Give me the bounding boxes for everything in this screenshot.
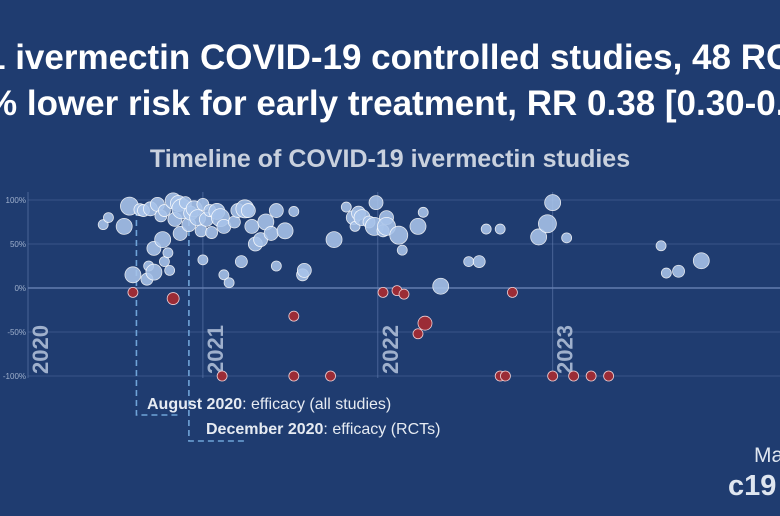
positive-study-point bbox=[218, 269, 230, 281]
positive-study-point bbox=[197, 254, 209, 266]
positive-study-point bbox=[154, 231, 172, 249]
positive-study-point bbox=[158, 204, 171, 217]
positive-study-point bbox=[417, 206, 429, 218]
negative-study-point bbox=[547, 370, 559, 382]
positive-study-point bbox=[240, 203, 256, 218]
negative-study-point bbox=[603, 370, 615, 382]
positive-study-point bbox=[480, 223, 492, 235]
year-label-2021: 2021 bbox=[203, 325, 228, 374]
negative-study-point bbox=[377, 286, 389, 298]
positive-study-point bbox=[409, 217, 427, 235]
brand-small-text: Ma bbox=[754, 444, 780, 467]
headline-line-1: 1 ivermectin COVID-19 controlled studies… bbox=[0, 38, 780, 77]
y-tick-label: 0% bbox=[14, 284, 26, 293]
chart-title: Timeline of COVID-19 ivermectin studies bbox=[149, 145, 631, 173]
brand-logo-text: c19 bbox=[728, 470, 777, 502]
year-label-2023: 2023 bbox=[553, 325, 578, 374]
positive-study-point bbox=[655, 240, 667, 252]
positive-study-point bbox=[263, 226, 279, 241]
positive-study-point bbox=[561, 232, 573, 244]
positive-study-point bbox=[288, 206, 300, 217]
positive-series bbox=[97, 192, 710, 295]
positive-study-point bbox=[124, 266, 142, 284]
negative-series bbox=[127, 285, 615, 382]
positive-study-point bbox=[325, 231, 343, 249]
negative-study-point bbox=[166, 292, 180, 305]
positive-study-point bbox=[296, 262, 312, 278]
negative-study-point bbox=[288, 310, 300, 322]
y-tick-label: -50% bbox=[7, 328, 26, 337]
negative-study-point bbox=[585, 370, 597, 382]
positive-study-point bbox=[103, 212, 114, 224]
negative-study-point bbox=[216, 370, 228, 382]
august-2020-annotation: August 2020: efficacy (all studies) bbox=[147, 396, 391, 414]
positive-study-point bbox=[660, 267, 672, 279]
year-label-2022: 2022 bbox=[378, 325, 403, 374]
positive-study-point bbox=[268, 203, 284, 218]
positive-study-point bbox=[162, 247, 174, 259]
positive-study-point bbox=[270, 260, 282, 272]
positive-study-point bbox=[145, 263, 163, 281]
positive-study-point bbox=[494, 223, 506, 235]
grid-lines bbox=[27, 192, 780, 378]
positive-study-point bbox=[340, 201, 352, 213]
y-tick-label: 100% bbox=[6, 196, 26, 205]
positive-study-point bbox=[396, 244, 408, 256]
negative-study-point bbox=[412, 328, 424, 340]
positive-study-point bbox=[530, 228, 548, 246]
positive-study-point bbox=[234, 255, 248, 269]
august-2020-text: : efficacy (all studies) bbox=[242, 396, 392, 413]
positive-study-point bbox=[672, 264, 685, 278]
positive-study-point bbox=[276, 222, 294, 240]
positive-study-point bbox=[368, 195, 384, 211]
y-tick-label: 50% bbox=[10, 240, 26, 249]
positive-study-point bbox=[544, 194, 562, 212]
negative-study-point bbox=[417, 315, 433, 331]
negative-study-point bbox=[325, 370, 336, 382]
positive-study-point bbox=[538, 214, 557, 234]
positive-study-point bbox=[472, 255, 486, 269]
positive-study-point bbox=[172, 226, 188, 241]
positive-study-point bbox=[389, 225, 409, 245]
positive-study-point bbox=[692, 252, 710, 270]
negative-study-point bbox=[398, 288, 410, 300]
negative-study-point bbox=[568, 370, 580, 382]
december-2020-annotation: December 2020: efficacy (RCTs) bbox=[206, 421, 440, 439]
year-labels: 2020 2021 2022 2023 bbox=[28, 325, 578, 374]
y-tick-labels: 100% 50% 0% -50% -100% bbox=[3, 196, 26, 381]
december-2020-text: : efficacy (RCTs) bbox=[323, 421, 441, 438]
headline-line-2: % lower risk for early treatment, RR 0.3… bbox=[0, 84, 780, 123]
positive-study-point bbox=[164, 264, 176, 276]
positive-study-point bbox=[244, 218, 260, 234]
year-label-2020: 2020 bbox=[28, 325, 53, 374]
negative-study-point bbox=[507, 286, 518, 298]
positive-study-point bbox=[432, 277, 450, 295]
negative-study-point bbox=[500, 370, 511, 382]
august-2020-label: August 2020 bbox=[147, 396, 243, 413]
december-2020-label: December 2020 bbox=[206, 421, 324, 438]
milestone-marker-0 bbox=[135, 210, 180, 416]
positive-study-point bbox=[463, 256, 475, 268]
milestone-markers bbox=[135, 210, 245, 442]
positive-study-point bbox=[205, 226, 219, 239]
y-tick-label: -100% bbox=[3, 372, 26, 381]
milestone-marker-1 bbox=[188, 210, 245, 442]
positive-study-point bbox=[223, 277, 235, 289]
negative-study-point bbox=[288, 370, 300, 382]
positive-study-point bbox=[115, 217, 133, 235]
negative-study-point bbox=[127, 286, 139, 298]
